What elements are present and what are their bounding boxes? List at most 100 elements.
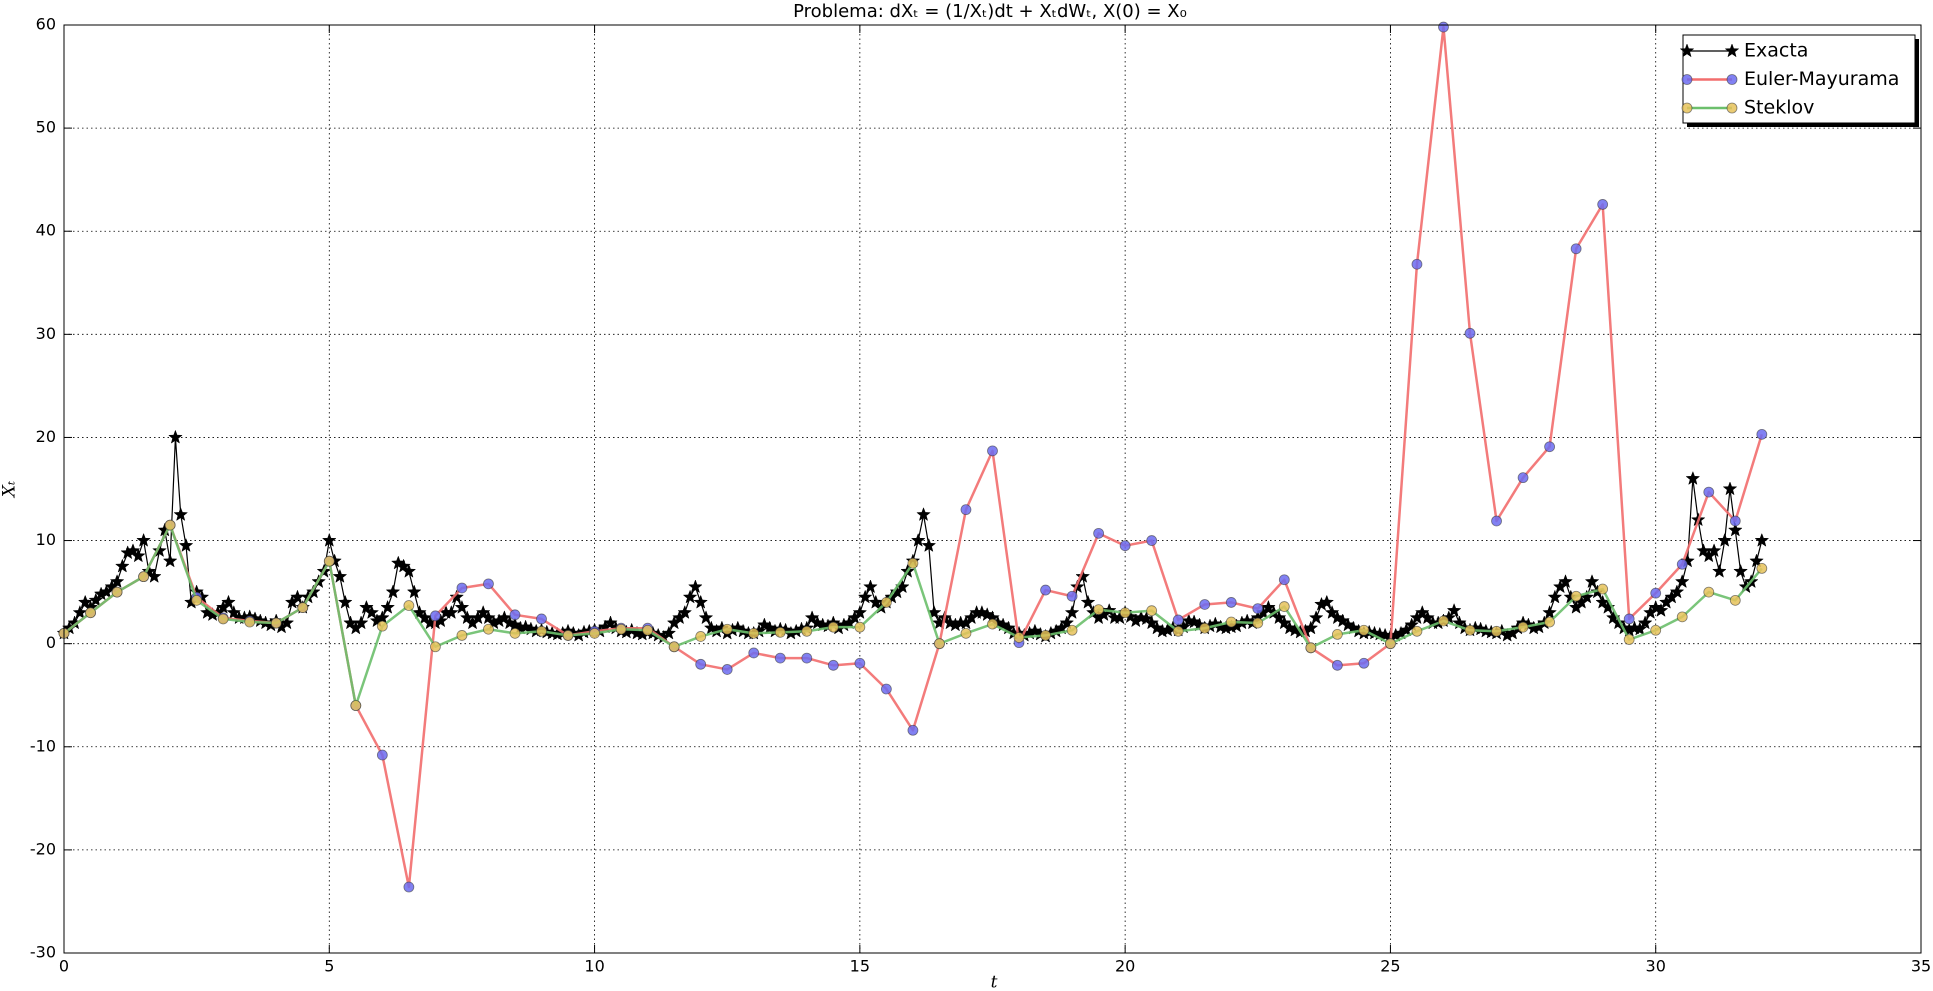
star-marker <box>72 604 88 619</box>
circle-marker <box>376 620 388 632</box>
circle-marker <box>695 631 707 642</box>
circle-marker <box>1726 102 1738 114</box>
circle-marker <box>1172 625 1184 637</box>
circle-marker <box>880 683 892 695</box>
star-marker <box>406 584 422 599</box>
star-marker <box>109 574 125 589</box>
star-marker <box>152 543 167 558</box>
circle-marker <box>987 618 998 630</box>
y-tick-label: 10 <box>36 530 56 549</box>
star-marker <box>1749 553 1764 568</box>
star-marker <box>1724 43 1740 58</box>
circle-marker <box>1729 594 1741 606</box>
circle-marker <box>376 749 388 761</box>
circle-marker <box>456 582 468 594</box>
star-marker <box>1717 532 1732 547</box>
circle-marker <box>1358 657 1370 669</box>
circle-marker <box>1119 540 1131 552</box>
y-tick-label: 40 <box>36 221 56 240</box>
circle-marker <box>1729 515 1741 527</box>
circle-marker <box>164 519 176 531</box>
circle-marker <box>827 621 839 633</box>
circle-marker <box>1358 624 1370 636</box>
circle-marker <box>1597 199 1609 210</box>
circle-marker <box>1331 659 1343 671</box>
star-marker <box>1547 589 1563 604</box>
x-tick-label: 20 <box>1115 957 1135 976</box>
star-marker <box>353 615 369 630</box>
circle-marker <box>615 623 627 635</box>
circle-marker <box>1252 603 1264 615</box>
circle-marker <box>1278 601 1290 612</box>
legend-label: Euler-Mayurama <box>1744 68 1899 90</box>
circle-marker <box>429 610 441 622</box>
circle-marker <box>854 657 866 669</box>
circle-marker <box>1681 102 1693 114</box>
star-marker <box>661 625 677 640</box>
circle-marker <box>1199 622 1211 634</box>
star-marker <box>852 604 868 619</box>
y-tick-label: -20 <box>30 839 56 858</box>
circle-marker <box>801 625 813 637</box>
star-marker <box>130 548 146 563</box>
x-tick-label: 5 <box>324 957 334 976</box>
star-marker <box>162 553 178 568</box>
star-marker <box>682 589 698 604</box>
plot-area <box>56 21 1770 893</box>
star-marker <box>1637 615 1653 630</box>
circle-marker <box>1597 583 1609 595</box>
star-marker <box>1319 594 1335 609</box>
circle-marker <box>721 623 733 635</box>
circle-marker <box>536 613 547 625</box>
star-marker <box>1064 604 1080 619</box>
star-marker <box>1727 522 1743 537</box>
star-marker <box>444 604 459 619</box>
plot-frame <box>63 24 1922 954</box>
legend-label: Steklov <box>1744 97 1814 119</box>
circle-marker <box>1464 327 1476 339</box>
star-marker <box>1446 602 1462 617</box>
circle-marker <box>721 664 733 675</box>
star-marker <box>921 537 937 552</box>
circle-marker <box>138 571 149 583</box>
star-marker <box>385 584 401 599</box>
circle-marker <box>748 647 760 659</box>
x-tick-label: 30 <box>1646 957 1666 976</box>
star-marker <box>693 594 708 609</box>
y-tick-label: -30 <box>30 943 56 962</box>
circle-marker <box>1040 584 1051 596</box>
circle-marker <box>801 652 813 664</box>
star-marker <box>910 532 926 547</box>
star-marker <box>136 532 151 547</box>
circle-marker <box>1570 590 1582 602</box>
star-marker <box>1080 594 1096 609</box>
circle-marker <box>1040 630 1051 641</box>
circle-marker <box>1438 21 1449 33</box>
star-marker <box>146 568 162 583</box>
circle-marker <box>960 627 972 639</box>
circle-marker <box>1650 624 1662 636</box>
star-marker <box>1404 617 1419 632</box>
circle-marker <box>1278 574 1290 586</box>
x-tick-label: 25 <box>1380 957 1400 976</box>
star-marker <box>1584 574 1600 589</box>
legend: Exacta Euler-Mayurama Steklov <box>1679 34 1919 127</box>
circle-marker <box>1681 74 1693 85</box>
circle-marker <box>1517 472 1529 484</box>
circle-marker <box>1119 607 1131 619</box>
x-tick-label: 15 <box>850 957 870 976</box>
star-marker <box>380 599 395 614</box>
circle-marker <box>350 700 362 711</box>
circle-marker <box>1491 515 1502 527</box>
circle-marker <box>642 624 654 636</box>
star-marker <box>178 537 194 552</box>
y-tick-label: 30 <box>36 324 56 343</box>
circle-marker <box>1544 441 1555 453</box>
circle-marker <box>297 602 309 613</box>
circle-marker <box>827 659 839 671</box>
circle-marker <box>1093 604 1105 616</box>
star-marker <box>321 532 337 547</box>
